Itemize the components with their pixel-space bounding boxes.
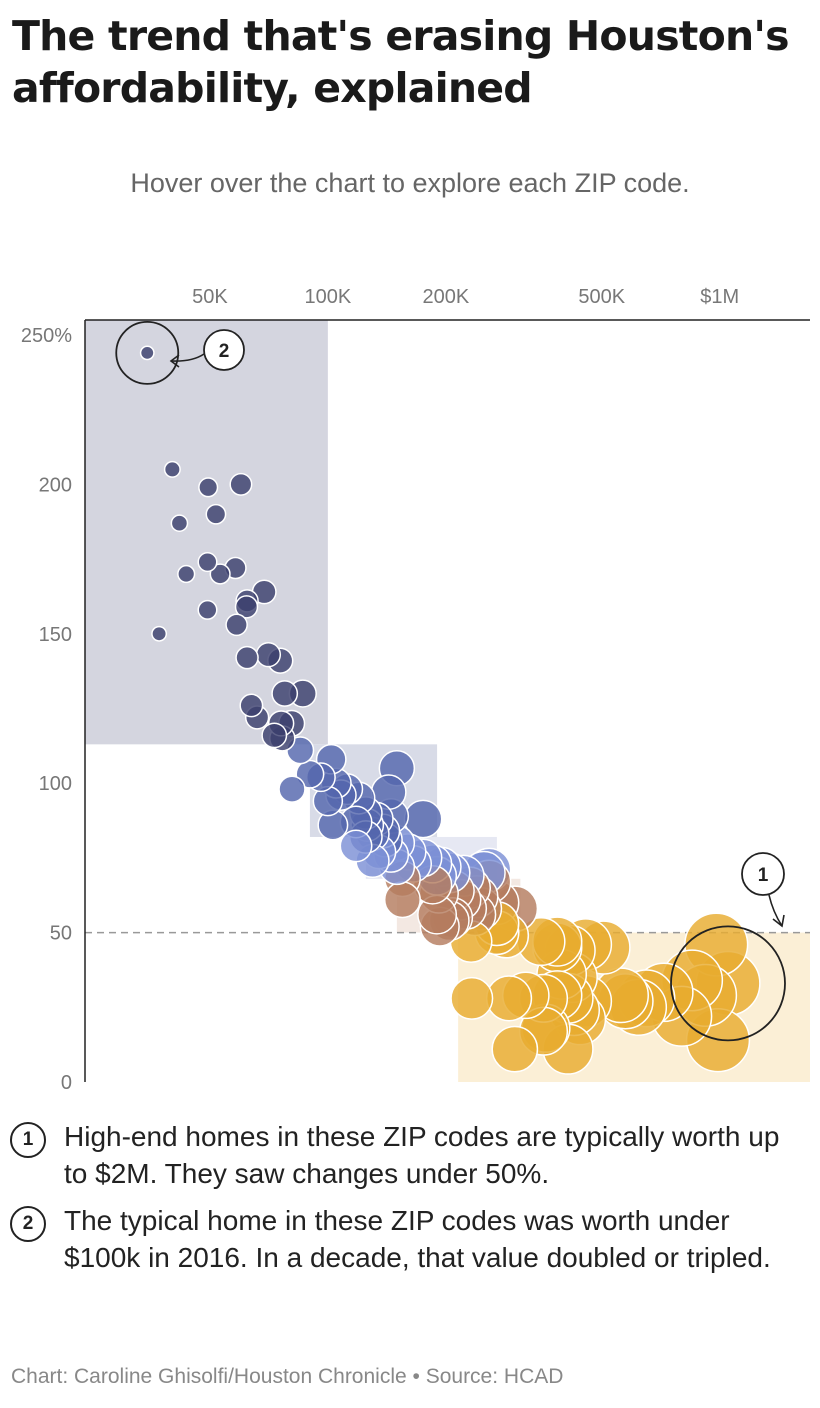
callout-1-ring [670,925,786,1042]
y-tick-label: 0 [61,1072,72,1094]
y-tick-label: 150 [39,624,72,646]
callout-1-arrowhead [772,914,785,928]
credit: Chart: Caroline Ghisolfi/Houston Chronic… [11,1365,564,1388]
data-point[interactable] [261,722,288,749]
y-axis: 0 50 100 150 200 250% [21,320,86,1094]
x-axis: 50K 100K 200K 500K $1M [85,286,810,321]
callout-2-badge [203,329,245,371]
data-point[interactable] [235,645,259,670]
callout-2-arrowhead [169,354,180,368]
data-point[interactable] [234,595,259,619]
data-point[interactable] [339,829,373,863]
notes: 1 High-end homes in these ZIP codes are … [10,1118,810,1286]
y-tick-label: 200 [39,474,72,496]
data-point[interactable] [485,975,533,1022]
headline: The trend that's erasing Houston's affor… [12,12,790,112]
x-tick-label: 50K [192,286,228,308]
data-point[interactable] [197,552,218,573]
note-2-text: The typical home in these ZIP codes was … [64,1205,771,1273]
data-point[interactable] [255,642,282,668]
note-1-text: High-end homes in these ZIP codes are ty… [64,1121,780,1189]
data-point[interactable] [177,564,196,584]
x-tick-label: 500K [578,286,625,308]
callout-1-label: 1 [758,865,769,886]
callout-1-arrow [768,894,783,927]
callout-2-ring [115,320,180,385]
subtitle: Hover over the chart to explore each ZIP… [130,168,690,198]
note-1-number: 1 [10,1122,46,1158]
note-2: 2 The typical home in these ZIP codes wa… [10,1202,810,1276]
callout-1-badge [741,852,785,896]
band-under-100k [85,320,328,745]
y-tick-label: 100 [39,773,72,795]
y-tick-label: 50 [50,923,72,945]
data-point[interactable] [197,599,218,620]
x-tick-label: 100K [304,286,351,308]
data-point[interactable] [209,563,231,585]
callout-2-arrow [170,353,205,362]
callout-2-label: 2 [219,341,230,362]
data-point[interactable] [450,976,494,1020]
data-point[interactable] [170,514,189,533]
data-point[interactable] [295,759,325,789]
data-point[interactable] [383,881,421,919]
data-point[interactable] [198,477,219,498]
note-2-number: 2 [10,1206,46,1242]
data-point[interactable] [139,345,155,361]
data-point[interactable] [278,775,306,803]
note-1: 1 High-end homes in these ZIP codes are … [10,1118,810,1192]
data-point[interactable] [151,625,168,642]
points-layer [139,345,761,1075]
data-point[interactable] [225,613,248,637]
data-point[interactable] [229,472,253,496]
x-tick-label: 200K [422,286,469,308]
callout-layer: 12 [115,320,786,1042]
y-tick-label: 250% [21,325,72,347]
data-point[interactable] [491,1025,539,1073]
data-point[interactable] [239,693,264,718]
data-point[interactable] [271,680,299,707]
data-point[interactable] [163,460,181,478]
x-tick-label: $1M [700,286,739,308]
data-point[interactable] [205,503,227,525]
